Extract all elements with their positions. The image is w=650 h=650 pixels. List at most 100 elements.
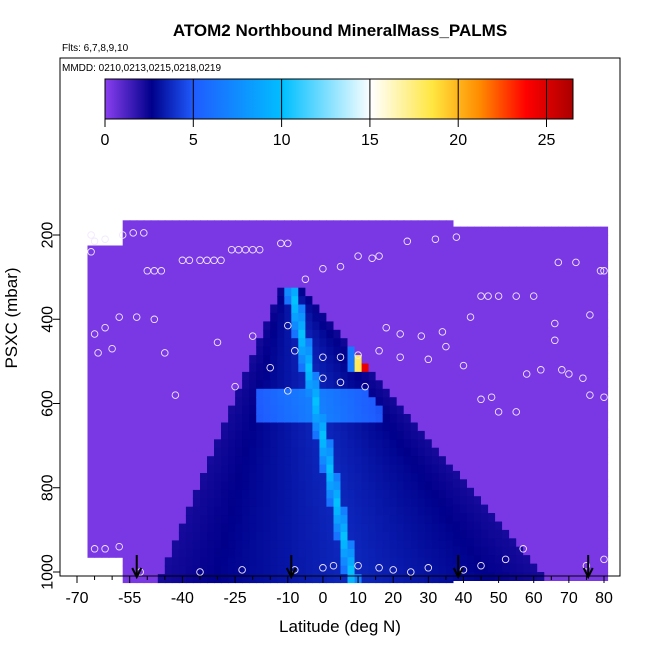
heatmap-cell [509,361,517,371]
heatmap-cell [150,245,159,255]
heatmap-cell [298,287,306,297]
sample-point [284,387,292,395]
heatmap-cell [481,226,489,236]
heatmap-cell [368,254,377,263]
heatmap-cell [565,428,573,438]
heatmap-cell [228,464,236,474]
heatmap-cell [509,513,517,522]
heatmap-cell [108,473,117,482]
heatmap-cell [340,321,349,331]
heatmap-cell [410,312,419,322]
x-axis-label: Latitude (deg N) [279,617,401,636]
heatmap-cell [326,456,334,466]
heatmap-cell [565,462,573,472]
sample-point [494,408,503,416]
heatmap-cell [445,447,454,457]
heatmap-cell [467,243,475,253]
heatmap-cell [438,237,447,247]
heatmap-cell [375,321,384,331]
heatmap-cell [136,312,145,322]
sample-point [101,235,109,243]
heatmap-cell [164,220,173,230]
heatmap-cell [277,338,285,348]
heatmap-cell [452,470,461,480]
heatmap-cell [410,237,419,247]
heatmap-cell [382,237,391,247]
heatmap-cell [495,336,503,346]
heatmap-cell [221,430,229,440]
heatmap-cell [122,565,131,575]
heatmap-cell [600,411,609,421]
heatmap-cell [171,279,180,289]
x-tick-label: 0 [318,590,327,607]
heatmap-cell [347,270,356,280]
x-tick-label: -10 [276,590,299,607]
heatmap-cell [178,439,187,449]
heatmap-cell [115,371,124,381]
heatmap-cell [87,532,96,541]
heatmap-cell [94,523,103,533]
x-tick-label: 20 [384,590,402,607]
heatmap-cell [389,515,398,525]
heatmap-cell [396,456,405,466]
heatmap-cell [326,548,334,558]
heatmap-cell [326,397,334,407]
heatmap-cell [235,456,243,466]
heatmap-cell [200,346,208,356]
heatmap-cell [192,296,201,306]
heatmap-cell [249,254,257,263]
heatmap-cell [235,397,243,407]
heatmap-cell [333,304,342,314]
heatmap-cell [389,506,398,516]
heatmap-cell [305,447,313,457]
heatmap-cell [235,304,243,314]
heatmap-cell [200,422,208,432]
heatmap-cell [530,395,538,405]
heatmap-cell [523,302,531,312]
heatmap-cell [143,498,152,508]
heatmap-cell [284,380,292,390]
heatmap-cell [537,327,545,337]
heatmap-cell [319,405,327,415]
heatmap-cell [410,574,419,584]
heatmap-cell [157,523,166,533]
heatmap-cell [354,312,363,322]
heatmap-cell [94,296,103,306]
heatmap-cell [115,540,124,550]
heatmap-cell [509,226,517,236]
colorbar-tick-label: 25 [538,132,556,149]
heatmap-cell [375,447,384,457]
heatmap-cell [214,456,222,466]
heatmap-cell [445,329,454,339]
heatmap-cell [214,296,222,306]
heatmap-cell [375,304,384,314]
heatmap-cell [129,254,138,263]
heatmap-cell [438,506,447,516]
heatmap-cell [509,386,517,396]
heatmap-cell [214,548,222,558]
heatmap-cell [333,355,342,365]
heatmap-cell [108,506,117,516]
heatmap-cell [143,363,152,373]
heatmap-cell [305,380,313,390]
heatmap-cell [537,235,545,244]
heatmap-cell [537,445,545,455]
heatmap-cell [361,380,370,390]
heatmap-cell [256,388,264,398]
heatmap-cell [101,296,110,306]
heatmap-cell [445,506,454,516]
heatmap-cell [94,456,103,466]
heatmap-cell [452,529,461,539]
heatmap-cell [593,437,602,447]
heatmap-cell [291,228,299,238]
heatmap-cell [214,346,222,356]
heatmap-cell [502,470,510,480]
heatmap-cell [277,414,285,423]
heatmap-cell [256,279,264,289]
heatmap-cell [249,346,257,356]
heatmap-cell [235,279,243,289]
heatmap-cell [108,371,117,381]
heatmap-cell [319,523,327,533]
heatmap-cell [396,237,405,247]
heatmap-cell [333,481,342,491]
